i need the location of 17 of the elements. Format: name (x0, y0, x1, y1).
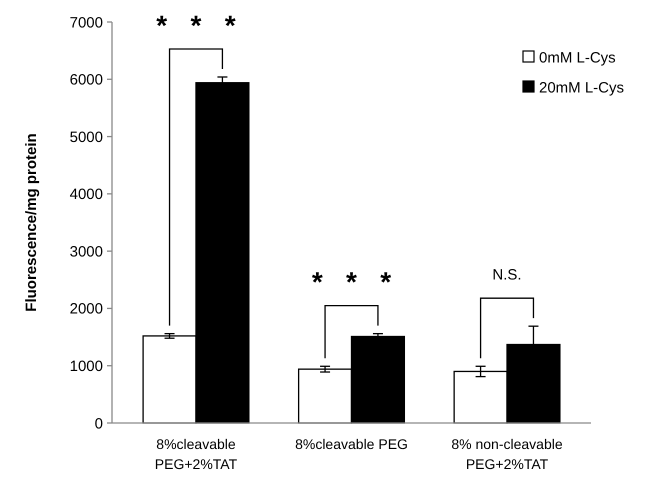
x-tick-label: 8%cleavable PEG+2%TAT (154, 436, 238, 472)
y-tick-label: 0 (94, 415, 103, 432)
x-tick-label: 8% non-cleavable PEG+2%TAT (451, 436, 563, 472)
y-axis-title: Fluorescence/mg protein (23, 133, 40, 312)
y-tick-label: 3000 (70, 243, 103, 260)
legend-label: 20mM L-Cys (539, 79, 624, 96)
legend-label: 0mM L-Cys (539, 49, 616, 66)
y-tick-label: 5000 (70, 128, 103, 146)
annotation: N.S. (492, 266, 522, 284)
y-tick-label: 1000 (70, 358, 103, 375)
y-tick-label: 7000 (70, 14, 103, 32)
annotation: * * * (312, 266, 392, 298)
y-tick-label: 2000 (70, 300, 103, 318)
y-tick-label: 6000 (70, 72, 103, 89)
x-tick-label: 8%cleavable PEG (295, 436, 408, 452)
y-tick-label: 4000 (70, 186, 103, 204)
annotation: * * * (156, 10, 236, 41)
